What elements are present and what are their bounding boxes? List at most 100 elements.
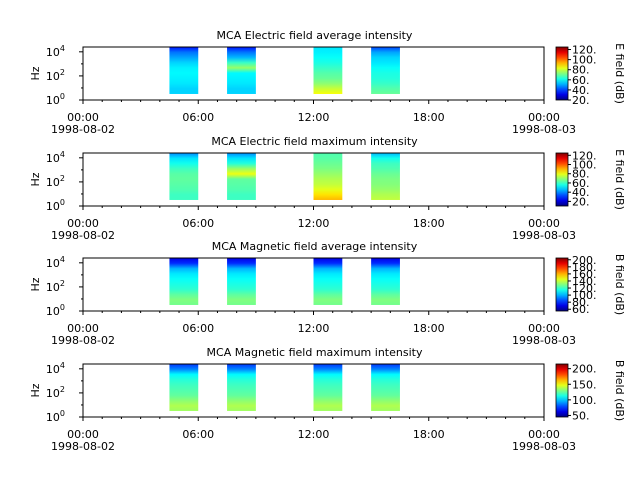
x-tick-label: 12:00	[298, 428, 330, 441]
panel-title: MCA Magnetic field average intensity	[212, 240, 418, 253]
y-tick-label: 104	[46, 361, 65, 376]
x-tick-label: 06:00	[182, 111, 214, 124]
y-axis-label: Hz	[29, 66, 42, 80]
colorbar-label: B field (dB)	[613, 360, 626, 421]
x-tick-label: 00:00	[528, 428, 560, 441]
heatmap-block	[169, 47, 199, 94]
colorbar-tick-label: 160.	[572, 268, 597, 281]
colorbar-tick-label: 60.	[572, 303, 590, 316]
y-tick-label: 102	[46, 174, 65, 189]
x-tick-label: 12:00	[298, 217, 330, 230]
panel-title: MCA Electric field maximum intensity	[211, 135, 418, 148]
colorbar-label: B field (dB)	[613, 254, 626, 315]
colorbar-tick-label: 40.	[572, 186, 590, 199]
colorbar-frame	[555, 46, 569, 101]
x-tick-label: 18:00	[413, 322, 445, 335]
colorbar-tick-label: 100.	[572, 54, 597, 67]
colorbar-tick-label: 180.	[572, 261, 597, 274]
heatmap-block	[313, 47, 343, 94]
x-tick-label: 06:00	[182, 217, 214, 230]
colorbar-label: E field (dB)	[613, 43, 626, 104]
colorbar-label: E field (dB)	[613, 149, 626, 210]
y-tick-label: 100	[46, 198, 65, 213]
x-date-label: 1998-08-02	[51, 229, 115, 242]
heatmap-block	[371, 258, 400, 305]
heatmap-block	[313, 258, 343, 305]
colorbar	[556, 364, 568, 417]
x-tick-label: 00:00	[67, 322, 99, 335]
colorbar-tick-label: 50.	[572, 409, 590, 422]
x-tick-label: 12:00	[298, 322, 330, 335]
x-tick-label: 06:00	[182, 322, 214, 335]
x-tick-label: 00:00	[67, 217, 99, 230]
panel-title: MCA Magnetic field maximum intensity	[207, 346, 423, 359]
heatmap-block	[169, 258, 199, 305]
x-date-label: 1998-08-02	[51, 440, 115, 453]
panel-3: MCA Magnetic field average intensity 00:0…	[29, 240, 626, 347]
colorbar-tick-label: 20.	[572, 94, 590, 107]
x-tick-label: 12:00	[298, 111, 330, 124]
colorbar-frame	[555, 363, 569, 418]
x-date-label: 1998-08-03	[512, 123, 576, 136]
y-tick-label: 102	[46, 68, 65, 83]
heatmap-block	[371, 153, 400, 200]
heatmap-block	[227, 258, 256, 305]
heatmap-block	[227, 153, 256, 200]
x-date-label: 1998-08-03	[512, 334, 576, 347]
y-tick-label: 104	[46, 150, 65, 165]
panel-4: MCA Magnetic field maximum intensity 00:0…	[29, 346, 626, 453]
colorbar-tick-label: 100.	[572, 289, 597, 302]
y-tick-label: 104	[46, 255, 65, 270]
colorbar-frame	[555, 152, 569, 207]
y-tick-label: 100	[46, 92, 65, 107]
colorbar	[556, 47, 568, 100]
heatmap-block	[169, 153, 199, 200]
colorbar-tick-label: 140.	[572, 275, 597, 288]
colorbar-tick-label: 200.	[572, 254, 597, 267]
y-tick-label: 100	[46, 303, 65, 318]
x-tick-label: 18:00	[413, 428, 445, 441]
y-tick-label: 100	[46, 409, 65, 424]
heatmap-block	[169, 364, 199, 411]
colorbar-tick-label: 120.	[572, 149, 597, 162]
x-tick-label: 00:00	[67, 428, 99, 441]
y-axis-label: Hz	[29, 172, 42, 186]
colorbar-tick-label: 80.	[572, 296, 590, 309]
colorbar-tick-label: 40.	[572, 84, 590, 97]
heatmap-block	[227, 364, 256, 411]
colorbar-tick-label: 100.	[572, 394, 597, 407]
panel-2: MCA Electric field maximum intensity 00:0…	[29, 135, 626, 242]
colorbar-frame	[555, 257, 569, 312]
panel-1: MCA Electric field average intensity 00:0…	[29, 29, 626, 136]
colorbar-tick-label: 80.	[572, 168, 590, 181]
heatmap-block	[371, 47, 400, 94]
colorbar	[556, 258, 568, 311]
colorbar-tick-label: 120.	[572, 282, 597, 295]
colorbar-tick-label: 150.	[572, 378, 597, 391]
colorbar-tick-label: 200.	[572, 363, 597, 376]
x-date-label: 1998-08-03	[512, 440, 576, 453]
heatmap-block	[313, 153, 343, 200]
x-tick-label: 06:00	[182, 428, 214, 441]
heatmap-block	[313, 364, 343, 411]
y-tick-label: 102	[46, 385, 65, 400]
x-tick-label: 18:00	[413, 217, 445, 230]
heatmap-block	[371, 364, 400, 411]
colorbar-tick-label: 60.	[572, 74, 590, 87]
colorbar-tick-label: 80.	[572, 64, 590, 77]
x-date-label: 1998-08-03	[512, 229, 576, 242]
x-tick-label: 00:00	[528, 217, 560, 230]
y-axis-label: Hz	[29, 383, 42, 397]
y-tick-label: 104	[46, 44, 65, 59]
x-tick-label: 00:00	[528, 322, 560, 335]
x-tick-label: 00:00	[67, 111, 99, 124]
colorbar	[556, 153, 568, 206]
y-axis-label: Hz	[29, 277, 42, 291]
colorbar-tick-label: 60.	[572, 177, 590, 190]
x-tick-label: 18:00	[413, 111, 445, 124]
y-tick-label: 102	[46, 279, 65, 294]
x-date-label: 1998-08-02	[51, 334, 115, 347]
panel-title: MCA Electric field average intensity	[217, 29, 413, 42]
